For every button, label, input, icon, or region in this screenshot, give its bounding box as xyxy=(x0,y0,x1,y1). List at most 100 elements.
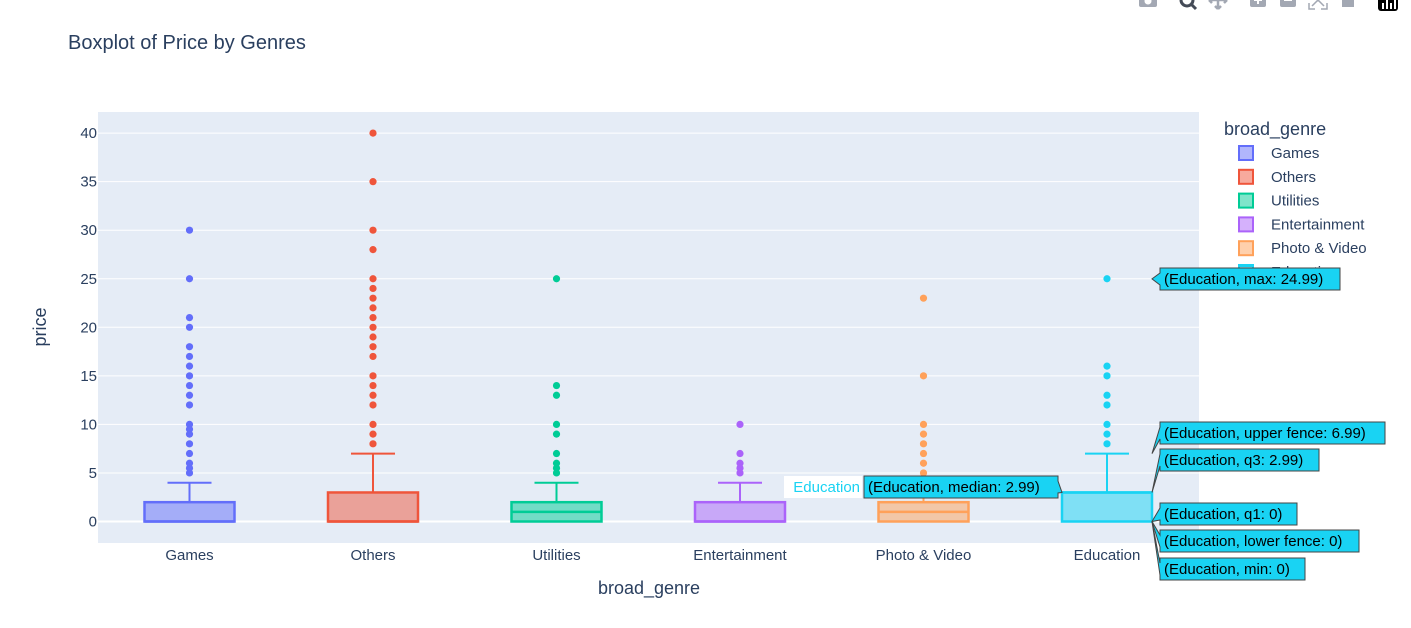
gridlines xyxy=(98,132,1199,523)
legend-swatch xyxy=(1238,192,1254,209)
reset-axes-icon[interactable] xyxy=(1339,0,1357,7)
outlier-point xyxy=(369,440,377,448)
hover-label-text: (Education, upper fence: 6.99) xyxy=(1164,425,1366,442)
outlier-point xyxy=(185,440,194,448)
legend-item[interactable]: Entertainment xyxy=(1238,216,1365,233)
hover-label-min: (Education, min: 0) xyxy=(1151,521,1306,581)
box xyxy=(693,500,787,523)
y-tick-label: 5 xyxy=(89,465,97,482)
zoom-out-icon[interactable] xyxy=(1280,0,1296,7)
outlier-point xyxy=(1103,420,1111,428)
y-tick-label: 35 xyxy=(80,174,97,191)
y-axis-title: price xyxy=(30,307,50,346)
outlier-point xyxy=(369,352,377,361)
outlier-point xyxy=(919,372,928,380)
outlier-point xyxy=(736,449,744,458)
legend-swatch-partial xyxy=(1240,264,1252,267)
hover-label-text: (Education, max: 24.99) xyxy=(1164,271,1323,288)
outlier-point xyxy=(185,226,194,234)
box-traces xyxy=(143,129,1154,523)
outlier-point xyxy=(919,430,928,438)
box-trace-education[interactable] xyxy=(1060,275,1154,523)
outlier-point xyxy=(919,449,928,458)
pan-icon[interactable] xyxy=(1208,0,1228,10)
hover-label-text: (Education, q1: 0) xyxy=(1164,506,1282,523)
legend-swatch xyxy=(1238,145,1254,161)
outlier-point xyxy=(1103,275,1111,283)
outlier-point xyxy=(369,401,377,409)
legend-item[interactable]: Utilities xyxy=(1238,192,1319,210)
y-tick-label: 40 xyxy=(80,125,97,142)
box-trace-entertainment[interactable] xyxy=(693,420,787,523)
legend-swatch xyxy=(1238,240,1254,257)
zoom-icon[interactable] xyxy=(1179,0,1198,11)
plotly-logo-icon[interactable] xyxy=(1378,0,1398,11)
camera-icon[interactable] xyxy=(1139,0,1157,7)
box xyxy=(143,500,236,523)
legend-item[interactable]: Games xyxy=(1238,145,1319,162)
outlier-point xyxy=(552,430,561,438)
outlier-point xyxy=(369,304,377,312)
autoscale-icon[interactable] xyxy=(1308,0,1328,10)
outlier-point xyxy=(552,420,561,428)
legend-swatch xyxy=(1238,216,1254,233)
legend-item[interactable]: Photo & Video xyxy=(1238,240,1367,257)
outlier-point xyxy=(552,275,561,283)
outlier-point xyxy=(919,420,928,428)
outlier-point xyxy=(919,469,928,477)
x-axis-title: broad_genre xyxy=(598,578,700,599)
y-tick-labels: 0 5 10 15 20 25 30 35 40 xyxy=(80,125,97,530)
y-tick-label: 30 xyxy=(80,222,97,239)
outlier-point xyxy=(552,391,561,399)
outlier-point xyxy=(369,323,377,331)
legend-title: broad_genre xyxy=(1224,119,1326,140)
hover-label-lower: (Education, lower fence: 0) xyxy=(1151,521,1360,553)
outlier-point xyxy=(369,381,377,390)
outlier-point xyxy=(185,275,194,283)
outlier-point xyxy=(919,440,928,448)
x-tick-label: Entertainment xyxy=(693,547,787,564)
x-tick-labels: Games Others Utilities Entertainment Photo &… xyxy=(165,547,1140,564)
hover-category-label: Education xyxy=(793,479,860,496)
hover-label-text: (Education, q3: 2.99) xyxy=(1164,452,1303,469)
box-trace-others[interactable] xyxy=(326,129,420,523)
legend-label: Utilities xyxy=(1271,193,1319,210)
outlier-point xyxy=(185,469,194,477)
box-trace-games[interactable] xyxy=(143,226,236,523)
outlier-point xyxy=(185,372,194,380)
x-tick-label: Others xyxy=(350,547,395,564)
box xyxy=(1060,491,1154,523)
outlier-point xyxy=(369,129,377,137)
outlier-point xyxy=(1103,362,1111,370)
box-trace-photo-video[interactable] xyxy=(877,294,970,523)
outlier-point xyxy=(552,381,561,390)
outlier-point xyxy=(1103,430,1111,438)
modebar xyxy=(1139,0,1398,11)
hover-label-text: (Education, min: 0) xyxy=(1164,561,1290,578)
chart-title: Boxplot of Price by Genres xyxy=(68,32,306,54)
y-tick-label: 15 xyxy=(80,368,97,385)
legend-item[interactable]: Others xyxy=(1238,168,1316,186)
outlier-point xyxy=(736,469,744,477)
outlier-point xyxy=(369,333,377,341)
box-trace-utilities[interactable] xyxy=(510,275,603,523)
outlier-point xyxy=(369,343,377,351)
outlier-point xyxy=(369,246,377,254)
outlier-point xyxy=(185,381,194,390)
hover-label-q1: (Education, q1: 0) xyxy=(1151,502,1298,526)
outlier-point xyxy=(736,420,744,428)
outlier-point xyxy=(369,226,377,234)
outlier-point xyxy=(369,430,377,438)
outlier-point xyxy=(185,449,194,458)
hover-label-max: (Education, max: 24.99) xyxy=(1151,267,1341,291)
legend-label: Photo & Video xyxy=(1271,240,1367,257)
x-tick-label: Games xyxy=(165,547,213,564)
legend-label: Entertainment xyxy=(1271,216,1365,233)
outlier-point xyxy=(185,362,194,370)
legend-label: Games xyxy=(1271,145,1319,162)
outlier-point xyxy=(185,352,194,361)
zoom-in-icon[interactable] xyxy=(1250,0,1266,7)
legend: broad_genre Games Others Utilities Entertai… xyxy=(1224,119,1367,281)
outlier-point xyxy=(369,420,377,428)
outlier-point xyxy=(369,275,377,283)
